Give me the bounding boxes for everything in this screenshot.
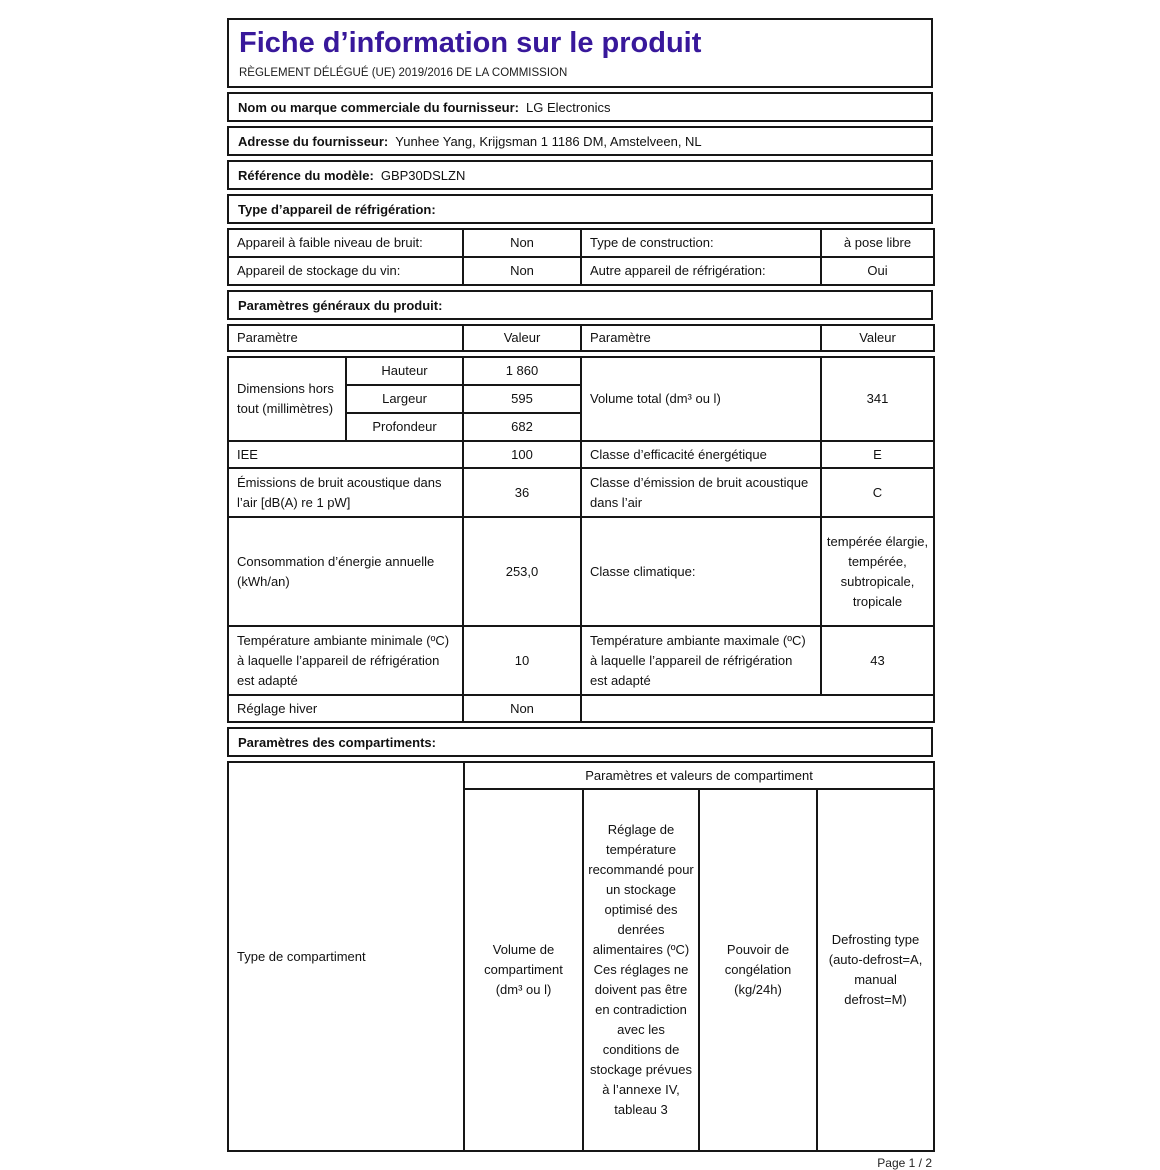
param-label: Type de construction:	[580, 228, 822, 258]
table-row: Largeur 595	[228, 384, 934, 414]
param-label: Émissions de bruit acoustique dans l’air…	[227, 467, 464, 518]
column-header: Defrosting type (auto-defrost=A, manual …	[815, 788, 936, 1152]
general-parameters-table: Dimensions hors tout (millimètres) Haute…	[227, 356, 935, 723]
supplier-address-value: Yunhee Yang, Krijgsman 1 1186 DM, Amstel…	[395, 133, 702, 149]
param-label: IEE	[227, 440, 464, 469]
column-header: Paramètre	[580, 324, 822, 352]
model-reference-row: Référence du modèle: GBP30DSLZN	[227, 160, 933, 190]
param-label: Classe climatique:	[580, 516, 822, 627]
param-label: Température ambiante maximale (ºC) à laq…	[580, 625, 822, 696]
dimension-value: 595	[462, 384, 582, 414]
dimension-name: Largeur	[345, 384, 464, 414]
table-row: Appareil à faible niveau de bruit: Non T…	[227, 228, 935, 258]
column-header: Valeur	[462, 324, 582, 352]
table-row: IEE 100 Classe d’efficacité énergétique …	[227, 440, 935, 469]
supplier-name-label: Nom ou marque commerciale du fournisseur…	[238, 99, 520, 115]
regulation-subtitle: RÈGLEMENT DÉLÉGUÉ (UE) 2019/2016 DE LA C…	[239, 67, 568, 79]
table-row: Réglage hiver Non	[227, 694, 935, 723]
param-value: 43	[820, 625, 935, 696]
appliance-type-heading: Type d’appareil de réfrigération:	[227, 194, 933, 224]
table-row: Appareil de stockage du vin: Non Autre a…	[227, 256, 935, 286]
param-label: Réglage hiver	[227, 694, 464, 723]
param-label: Température ambiante minimale (ºC) à laq…	[227, 625, 464, 696]
column-header: Volume de compartiment (dm³ ou l)	[463, 788, 584, 1152]
empty-cell	[580, 694, 935, 723]
param-value: tempérée élargie, tempérée, subtropicale…	[820, 516, 935, 627]
param-value: 36	[462, 467, 582, 518]
param-value: Oui	[820, 256, 935, 286]
param-value: C	[820, 467, 935, 518]
supplier-address-label: Adresse du fournisseur:	[238, 133, 389, 149]
appliance-type-heading-label: Type d’appareil de réfrigération:	[238, 201, 436, 217]
column-header: Paramètre	[227, 324, 464, 352]
supplier-name-row: Nom ou marque commerciale du fournisseur…	[227, 92, 933, 122]
column-header: Réglage de température recommandé pour u…	[582, 788, 700, 1152]
general-parameters-heading-label: Paramètres généraux du produit:	[238, 297, 443, 313]
general-parameters-heading: Paramètres généraux du produit:	[227, 290, 933, 320]
compartment-type-header: Type de compartiment	[227, 761, 465, 1152]
dimension-value: 1 860	[462, 356, 582, 386]
table-row: Profondeur 682	[228, 412, 934, 442]
param-label: Consommation d’énergie annuelle (kWh/an)	[227, 516, 464, 627]
appliance-type-table: Appareil à faible niveau de bruit: Non T…	[227, 228, 935, 286]
param-value: Non	[462, 228, 582, 258]
supplier-name-value: LG Electronics	[526, 99, 611, 115]
table-row: Consommation d’énergie annuelle (kWh/an)…	[227, 516, 935, 627]
param-value: E	[820, 440, 935, 469]
page-title: Fiche d’information sur le produit	[239, 27, 702, 59]
compartments-heading: Paramètres des compartiments:	[227, 727, 933, 757]
param-value: 100	[462, 440, 582, 469]
total-volume-label: Volume total (dm³ ou l)	[580, 356, 822, 442]
table-row: Émissions de bruit acoustique dans l’air…	[227, 467, 935, 518]
table-row: Volume de compartiment (dm³ ou l) Réglag…	[228, 788, 936, 1152]
table-row: Paramètre Valeur Paramètre Valeur	[227, 324, 935, 352]
model-reference-label: Référence du modèle:	[238, 167, 374, 183]
param-label: Appareil à faible niveau de bruit:	[227, 228, 464, 258]
model-reference-value: GBP30DSLZN	[380, 167, 466, 183]
page-number: Page 1 / 2	[877, 1156, 932, 1170]
param-label: Classe d’efficacité énergétique	[580, 440, 822, 469]
compartments-table: Type de compartiment Paramètres et valeu…	[227, 761, 936, 1152]
title-block: Fiche d’information sur le produit RÈGLE…	[227, 18, 933, 88]
param-value: 10	[462, 625, 582, 696]
product-fiche-document: Fiche d’information sur le produit RÈGLE…	[227, 18, 936, 1170]
param-label: Autre appareil de réfrigération:	[580, 256, 822, 286]
parameters-header-row: Paramètre Valeur Paramètre Valeur	[227, 324, 935, 352]
table-row: Type de compartiment Paramètres et valeu…	[227, 761, 936, 1152]
dimensions-label: Dimensions hors tout (millimètres)	[227, 356, 347, 442]
total-volume-value: 341	[820, 356, 935, 442]
dimension-name: Profondeur	[345, 412, 464, 442]
param-label: Appareil de stockage du vin:	[227, 256, 464, 286]
supplier-address-row: Adresse du fournisseur: Yunhee Yang, Kri…	[227, 126, 933, 156]
compartments-heading-label: Paramètres des compartiments:	[238, 734, 436, 750]
param-label: Classe d’émission de bruit acoustique da…	[580, 467, 822, 518]
param-value: Non	[462, 256, 582, 286]
param-value: 253,0	[462, 516, 582, 627]
table-row: Température ambiante minimale (ºC) à laq…	[227, 625, 935, 696]
dimension-value: 682	[462, 412, 582, 442]
column-header: Valeur	[820, 324, 935, 352]
dimension-name: Hauteur	[345, 356, 464, 386]
param-value: Non	[462, 694, 582, 723]
table-row: Dimensions hors tout (millimètres) Haute…	[227, 356, 935, 442]
compartment-values-header: Paramètres et valeurs de compartiment	[462, 761, 936, 790]
column-header: Pouvoir de congélation (kg/24h)	[698, 788, 818, 1152]
param-value: à pose libre	[820, 228, 935, 258]
